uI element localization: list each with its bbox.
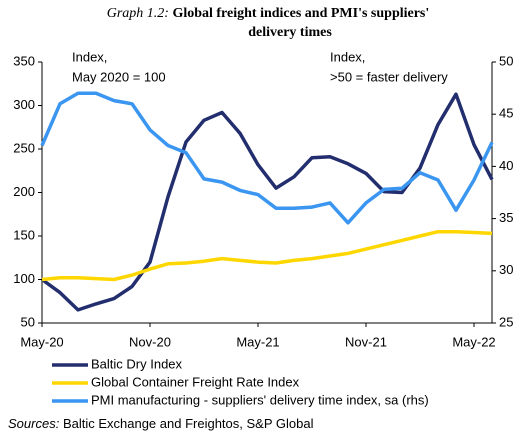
source-text: Baltic Exchange and Freightos, S&P Globa… bbox=[63, 416, 314, 431]
chart-title: Graph 1.2: Global freight indices and PM… bbox=[107, 6, 430, 21]
chart-title: delivery times bbox=[248, 25, 332, 40]
legend-label: Baltic Dry Index bbox=[91, 356, 183, 371]
y2-tick-label: 45 bbox=[499, 106, 513, 121]
source-label: Sources: bbox=[8, 416, 60, 431]
x-tick-label: May-22 bbox=[452, 334, 495, 349]
series-line bbox=[41, 229, 493, 282]
y2-tick-label: 30 bbox=[499, 262, 513, 277]
y2-tick-label: 40 bbox=[499, 158, 513, 173]
annotation: May 2020 = 100 bbox=[72, 69, 166, 84]
x-tick-label: May-20 bbox=[20, 334, 63, 349]
y-tick-label: 50 bbox=[21, 314, 35, 329]
y-tick-label: 250 bbox=[13, 140, 35, 155]
y2-tick-label: 50 bbox=[499, 53, 513, 68]
y-tick-label: 200 bbox=[13, 184, 35, 199]
y2-tick-label: 25 bbox=[499, 314, 513, 329]
series-line bbox=[40, 91, 494, 225]
y-tick-label: 300 bbox=[13, 97, 35, 112]
series-line bbox=[40, 92, 494, 312]
y-tick-label: 150 bbox=[13, 227, 35, 242]
title-line: Global freight indices and PMI's supplie… bbox=[172, 6, 429, 21]
x-tick-label: Nov-20 bbox=[129, 334, 171, 349]
y2-tick-label: 35 bbox=[499, 210, 513, 225]
source: Sources: Baltic Exchange and Freightos, … bbox=[8, 416, 314, 431]
legend-label: PMI manufacturing - suppliers' delivery … bbox=[91, 392, 429, 407]
x-tick-label: May-21 bbox=[236, 334, 279, 349]
x-tick-label: Nov-21 bbox=[345, 334, 387, 349]
annotation: Index, bbox=[330, 49, 365, 64]
legend-label: Global Container Freight Rate Index bbox=[91, 374, 300, 389]
y-tick-label: 350 bbox=[13, 53, 35, 68]
annotation: Index, bbox=[72, 49, 107, 64]
y-tick-label: 100 bbox=[13, 271, 35, 286]
annotation: >50 = faster delivery bbox=[330, 69, 448, 84]
title-label: Graph 1.2: bbox=[107, 6, 169, 21]
